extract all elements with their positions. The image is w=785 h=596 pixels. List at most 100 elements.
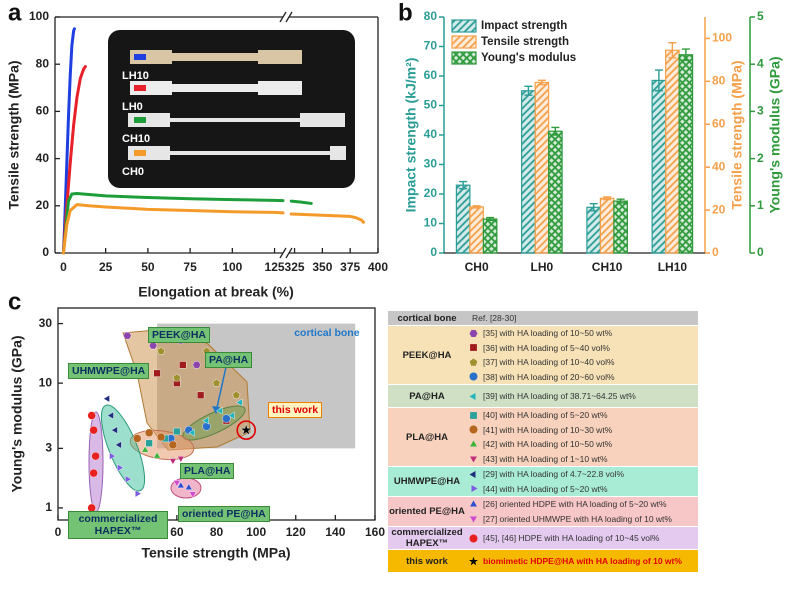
group-label: this work bbox=[268, 402, 323, 418]
legend-group-name: commercialized HAPEX™ bbox=[391, 527, 463, 549]
y-tick-label: 1 bbox=[45, 500, 52, 514]
error-bar bbox=[524, 85, 533, 96]
legend-group-name: PA@HA bbox=[409, 390, 445, 402]
legend-marker-shape bbox=[469, 329, 478, 337]
data-point bbox=[202, 422, 211, 431]
y-tick-label: 20 bbox=[712, 202, 726, 216]
x-tick-label: 0 bbox=[60, 260, 67, 274]
x-axis-label: Elongation at break (%) bbox=[138, 284, 294, 300]
legend-entries: [26] oriented HDPE with HA loading of 5~… bbox=[466, 497, 698, 526]
y-tick-label: 1 bbox=[757, 198, 764, 212]
y-axis-label: Impact strength (kJ/m²) bbox=[403, 58, 419, 213]
legend-label: CH10 bbox=[122, 133, 150, 145]
y-tick-label: 60 bbox=[712, 116, 726, 130]
data-point bbox=[87, 411, 96, 420]
data-point bbox=[107, 411, 114, 420]
y-tick-label: 40 bbox=[424, 127, 438, 141]
group-label: UHMWPE@HA bbox=[68, 363, 150, 379]
y-tick-label: 80 bbox=[424, 9, 438, 23]
legend-entry: [26] oriented HDPE with HA loading of 5~… bbox=[466, 497, 698, 512]
legend-entry: [35] with HA loading of 10~50 wt% bbox=[466, 326, 698, 341]
x-tick-label: LH0 bbox=[531, 260, 554, 274]
legend-group-name: cortical bone bbox=[397, 312, 457, 324]
x-tick-label: 400 bbox=[368, 260, 388, 274]
data-point bbox=[89, 468, 98, 478]
error-bar bbox=[603, 196, 612, 201]
y-tick-label: 80 bbox=[712, 74, 726, 88]
legend-marker-shape bbox=[469, 470, 476, 478]
bar bbox=[469, 206, 484, 254]
legend-marker bbox=[470, 411, 477, 419]
legend-label: CH0 bbox=[122, 166, 144, 178]
axis-break bbox=[279, 247, 287, 259]
x-tick-label: 375 bbox=[340, 260, 360, 274]
legend-marker-shape bbox=[470, 411, 477, 419]
legend-entries: [29] with HA loading of 4.7~22.8 vol% [44… bbox=[466, 467, 698, 496]
x-tick-label: 140 bbox=[325, 525, 345, 539]
data-point bbox=[144, 428, 154, 437]
line-series bbox=[61, 203, 285, 255]
region-label: cortical bone bbox=[294, 326, 360, 339]
error-bar bbox=[486, 216, 495, 222]
legend-label: [26] oriented HDPE with HA loading of 5~… bbox=[483, 499, 667, 510]
legend-marker-shape bbox=[471, 485, 478, 493]
bar bbox=[613, 200, 628, 254]
legend-label: Impact strength bbox=[481, 20, 567, 32]
error-bar bbox=[589, 203, 598, 212]
bar bbox=[678, 54, 694, 254]
bar bbox=[548, 130, 563, 254]
data-point bbox=[192, 361, 201, 369]
data-point bbox=[173, 480, 181, 487]
legend-label: LH10 bbox=[122, 70, 149, 82]
group-label: PLA@HA bbox=[180, 463, 235, 479]
legend-entry: [37] with HA loading of 10~40 vol% bbox=[466, 355, 698, 370]
legend-label: [40] with HA loading of 5~20 wt% bbox=[483, 410, 608, 421]
legend-entry: [27] oriented UHMWPE with HA loading of … bbox=[466, 512, 698, 527]
y-axis-label: Tensile strength (MPa) bbox=[729, 60, 745, 209]
data-point bbox=[109, 452, 116, 460]
axis-break bbox=[285, 11, 293, 23]
y-tick-label: 10 bbox=[39, 375, 53, 389]
data-point bbox=[173, 427, 181, 436]
legend-swatch bbox=[451, 35, 477, 49]
panel-letter: c bbox=[8, 288, 21, 315]
legend-label: LH0 bbox=[122, 101, 143, 113]
legend-swatch bbox=[134, 54, 146, 60]
x-tick-label: LH10 bbox=[658, 260, 688, 274]
data-point bbox=[89, 425, 98, 435]
legend-group-name: PLA@HA bbox=[406, 431, 448, 443]
y-tick-label: 4 bbox=[757, 56, 764, 70]
legend-marker bbox=[469, 329, 478, 337]
legend-swatch bbox=[134, 117, 146, 123]
bar bbox=[665, 49, 680, 254]
y-tick-label: 20 bbox=[424, 186, 438, 200]
specimen bbox=[128, 113, 345, 127]
data-point bbox=[117, 463, 124, 472]
y-tick-label: 30 bbox=[39, 316, 53, 330]
bar bbox=[651, 79, 667, 254]
legend-entries: [40] with HA loading of 5~20 wt% [41] wit… bbox=[466, 408, 698, 466]
x-tick-label: 325 bbox=[285, 260, 305, 274]
legend-label: Young's modulus bbox=[481, 52, 576, 64]
legend-swatch bbox=[134, 150, 146, 156]
annotation-arrow bbox=[215, 366, 227, 413]
legend-marker-shape bbox=[469, 425, 478, 434]
legend-marker bbox=[469, 358, 478, 366]
y-tick-label: 2 bbox=[757, 151, 764, 165]
legend-marker bbox=[470, 516, 477, 523]
legend-entries: biomimetic HDPE@HA with HA loading of 10… bbox=[466, 550, 698, 572]
legend-entry: [39] with HA loading of 38.71~64.25 wt% bbox=[466, 389, 698, 404]
data-point bbox=[91, 451, 100, 461]
legend-label: [35] with HA loading of 10~50 wt% bbox=[483, 328, 613, 339]
legend-group-name: PEEK@HA bbox=[402, 349, 452, 361]
data-point bbox=[123, 332, 132, 340]
y-tick-label: 10 bbox=[424, 216, 438, 230]
legend-marker bbox=[470, 440, 477, 447]
legend-marker bbox=[470, 456, 477, 463]
legend-marker-shape bbox=[469, 392, 476, 400]
x-tick-label: 160 bbox=[365, 525, 385, 539]
legend-entry: [41] with HA loading of 10~30 wt% bbox=[466, 423, 698, 438]
legend-marker-shape bbox=[469, 534, 478, 542]
legend-group: commercialized HAPEX™ [45], [46] HDPE wit… bbox=[388, 526, 698, 549]
